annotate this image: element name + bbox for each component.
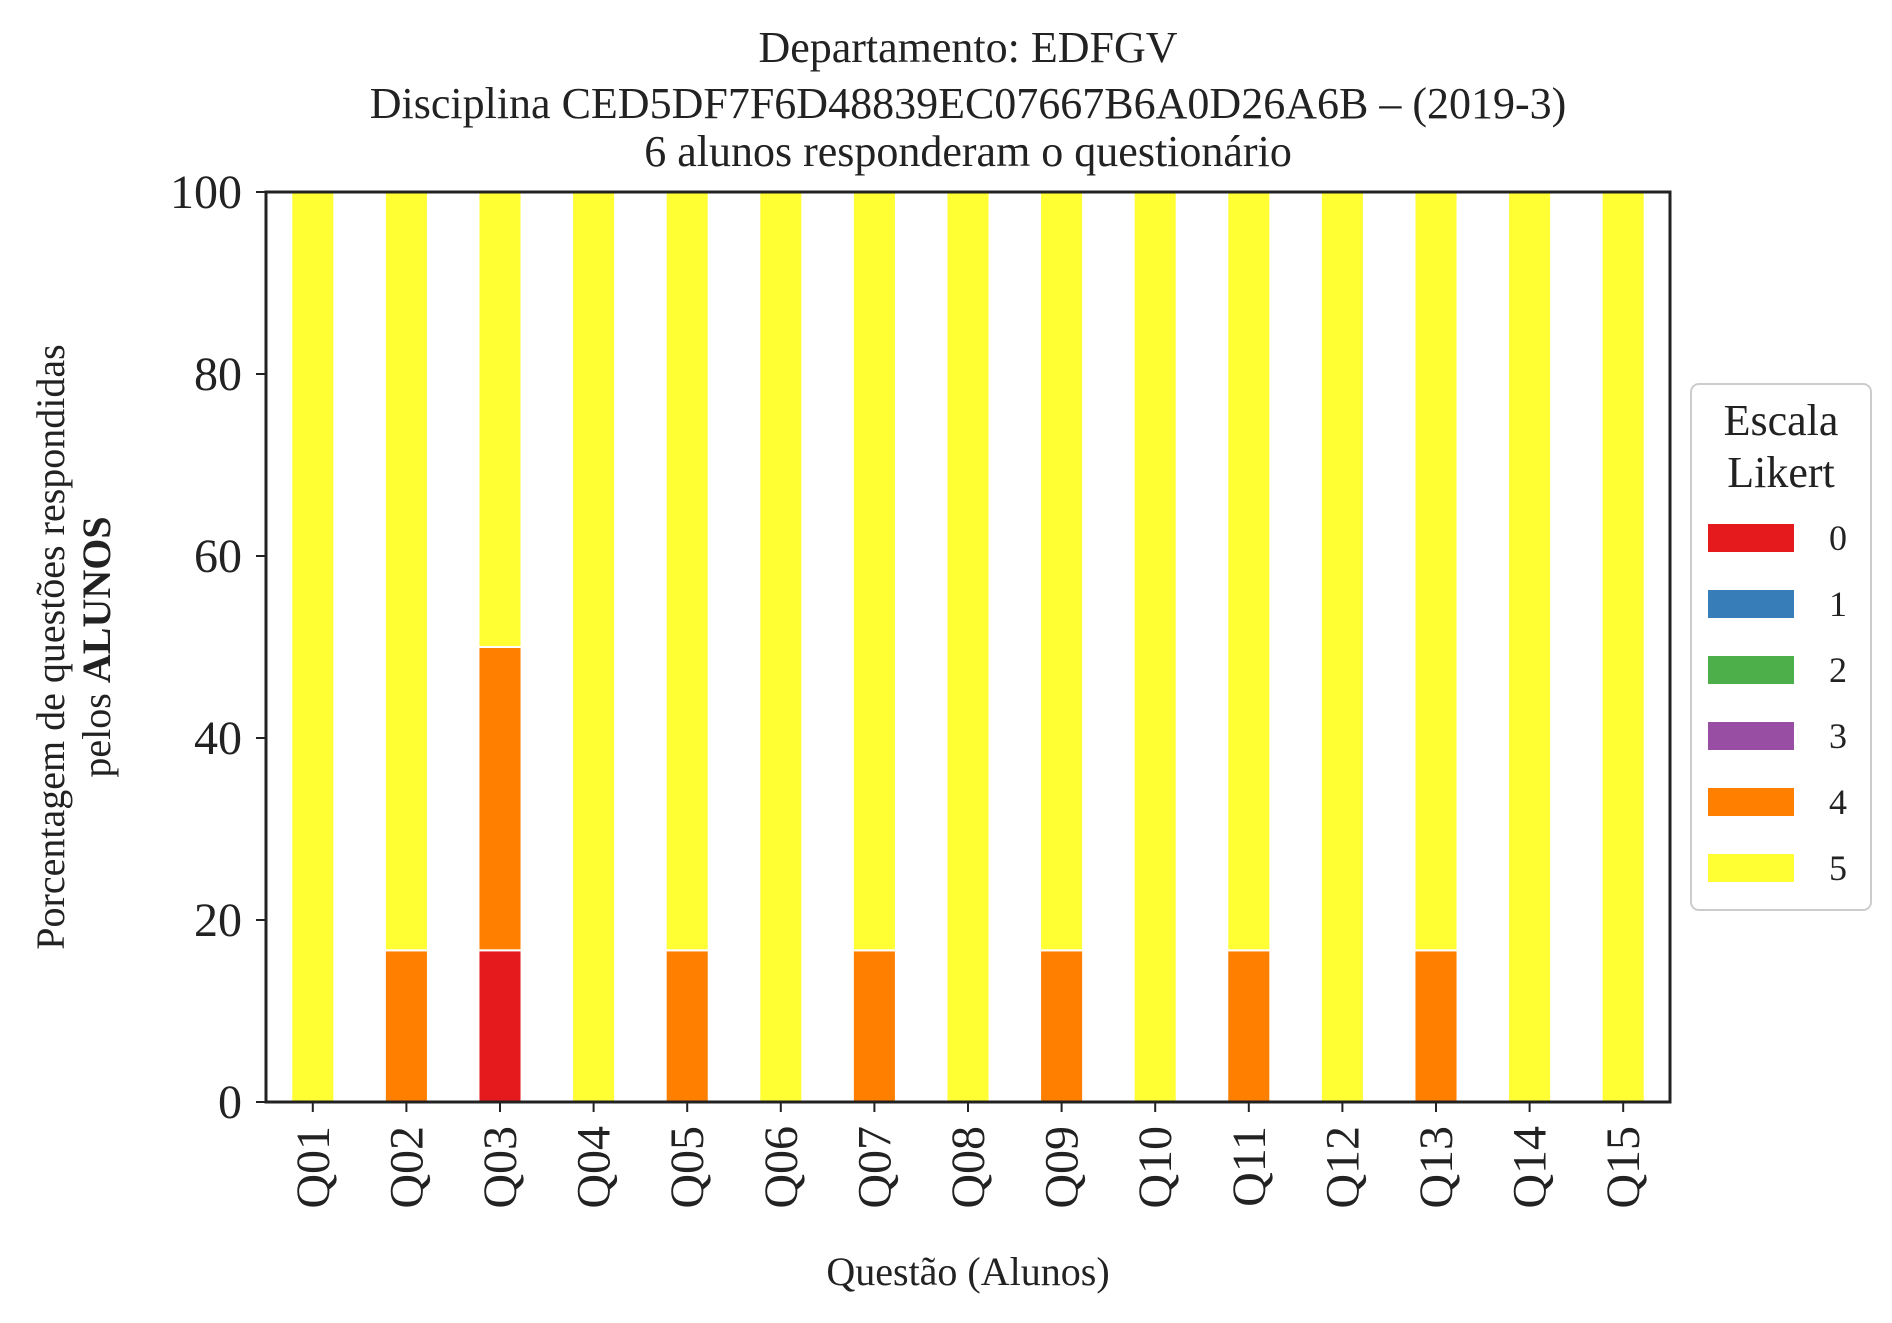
- y-axis-ticks: 0 20 40 60 80 100: [170, 166, 266, 1129]
- bars-group: [290, 191, 1646, 1103]
- y-axis-label-line-2: pelos ALUNOS: [74, 516, 119, 777]
- bar-q03-likert-0: [477, 949, 523, 1103]
- bar-q11-likert-4: [1226, 949, 1272, 1103]
- x-tick-label-q12: Q12: [1316, 1126, 1369, 1209]
- bar-q13-likert-5: [1413, 191, 1459, 952]
- x-tick-label-q07: Q07: [848, 1126, 901, 1209]
- legend-label-1: 1: [1829, 584, 1847, 624]
- legend-label-2: 2: [1829, 650, 1847, 690]
- legend-swatch-3: [1708, 722, 1794, 750]
- legend-swatch-1: [1708, 590, 1794, 618]
- legend-swatch-5: [1708, 854, 1794, 882]
- legend: Escala Likert 0 1 2 3 4 5: [1690, 383, 1872, 911]
- legend-swatch-2: [1708, 656, 1794, 684]
- legend-frame: [1690, 383, 1872, 911]
- x-tick-label-q04: Q04: [568, 1126, 621, 1209]
- x-tick-label-q13: Q13: [1410, 1126, 1463, 1209]
- y-tick-label: 40: [194, 712, 242, 765]
- y-axis-label-bold: ALUNOS: [74, 516, 119, 683]
- bar-q07-likert-4: [851, 949, 897, 1103]
- bar-q02-likert-5: [383, 191, 429, 952]
- legend-swatch-0: [1708, 524, 1794, 552]
- legend-label-3: 3: [1829, 716, 1847, 756]
- chart-title-line-1: Departamento: EDFGV: [758, 23, 1177, 72]
- bar-q04-likert-5: [571, 191, 617, 1103]
- bar-q03-likert-5: [477, 191, 523, 648]
- bar-q06-likert-5: [758, 191, 804, 1103]
- chart-title-line-3: 6 alunos responderam o questionário: [644, 127, 1292, 176]
- legend-swatch-4: [1708, 788, 1794, 816]
- x-tick-label-q02: Q02: [380, 1126, 433, 1209]
- legend-label-4: 4: [1829, 782, 1847, 822]
- y-tick-label: 60: [194, 530, 242, 583]
- x-tick-label-q09: Q09: [1036, 1126, 1089, 1209]
- legend-items: 0 1 2 3 4 5: [1708, 518, 1847, 888]
- bar-q02-likert-4: [383, 949, 429, 1103]
- x-tick-label-q05: Q05: [661, 1126, 714, 1209]
- bar-q05-likert-5: [664, 191, 710, 952]
- bar-q03-likert-4: [477, 646, 523, 952]
- x-tick-label-q01: Q01: [287, 1126, 340, 1209]
- y-axis-label-prefix: pelos: [74, 683, 119, 777]
- bar-q05-likert-4: [664, 949, 710, 1103]
- bar-q14-likert-5: [1507, 191, 1553, 1103]
- bar-q09-likert-5: [1039, 191, 1085, 952]
- bar-q09-likert-4: [1039, 949, 1085, 1103]
- legend-title-line-1: Escala: [1724, 396, 1839, 445]
- x-axis-label: Questão (Alunos): [826, 1249, 1109, 1294]
- bar-q08-likert-5: [945, 191, 991, 1103]
- x-tick-label-q06: Q06: [755, 1126, 808, 1209]
- x-axis-ticks: Q01 Q02 Q03 Q04 Q05 Q06 Q07 Q08 Q09 Q10 Q11 Q12 Q13 Q…: [287, 1102, 1650, 1209]
- y-tick-label: 100: [170, 166, 242, 219]
- chart-title-line-2: Disciplina CED5DF7F6D48839EC07667B6A0D26…: [370, 79, 1567, 128]
- bar-q12-likert-5: [1319, 191, 1365, 1103]
- x-tick-label-q10: Q10: [1129, 1126, 1182, 1209]
- x-tick-label-q03: Q03: [474, 1126, 527, 1209]
- legend-label-5: 5: [1829, 848, 1847, 888]
- y-tick-label: 0: [218, 1076, 242, 1129]
- x-tick-label-q15: Q15: [1597, 1126, 1650, 1209]
- bar-q10-likert-5: [1132, 191, 1178, 1103]
- bar-q01-likert-5: [290, 191, 336, 1103]
- bar-q07-likert-5: [851, 191, 897, 952]
- bar-q11-likert-5: [1226, 191, 1272, 952]
- legend-title-line-2: Likert: [1727, 448, 1835, 497]
- legend-label-0: 0: [1829, 518, 1847, 558]
- bar-q13-likert-4: [1413, 949, 1459, 1103]
- y-axis-label-line-1: Porcentagem de questões respondidas: [28, 344, 73, 949]
- x-tick-label-q08: Q08: [942, 1126, 995, 1209]
- y-axis-label: Porcentagem de questões respondidas pelo…: [28, 344, 119, 949]
- x-tick-label-q11: Q11: [1223, 1126, 1276, 1207]
- chart-title: Departamento: EDFGV Disciplina CED5DF7F6…: [370, 23, 1567, 176]
- bar-q15-likert-5: [1600, 191, 1646, 1103]
- y-tick-label: 20: [194, 894, 242, 947]
- x-tick-label-q14: Q14: [1504, 1126, 1557, 1209]
- y-tick-label: 80: [194, 348, 242, 401]
